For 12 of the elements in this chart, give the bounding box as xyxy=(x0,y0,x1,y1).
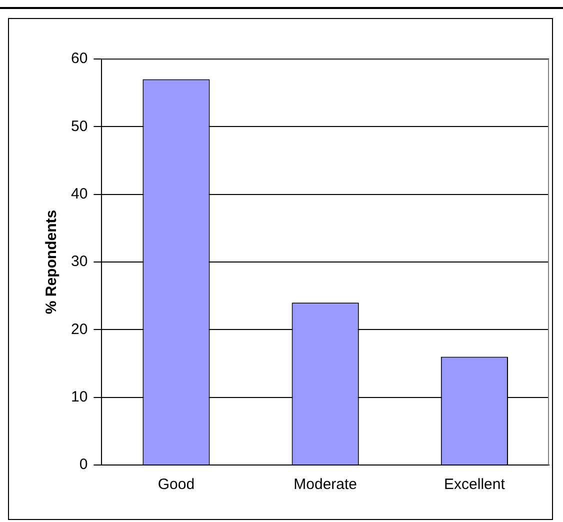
y-tick-label: 60 xyxy=(70,50,88,68)
y-tick-label: 30 xyxy=(70,253,88,270)
y-tick-label: 0 xyxy=(79,456,88,474)
y-tick-label: 50 xyxy=(70,118,88,135)
y-axis-title: % Repondents xyxy=(43,210,60,314)
x-tick-label: Excellent xyxy=(444,476,506,494)
y-tick-label: 40 xyxy=(70,185,88,202)
chart-frame: % Repondents Good Moderate Excellent 0 10 20 30 40 50 60 xyxy=(8,18,553,520)
x-tick-label: Good xyxy=(158,476,195,494)
y-tick-label: 10 xyxy=(70,388,88,406)
x-tick-label: Moderate xyxy=(294,476,358,494)
y-tick-label: 20 xyxy=(70,320,88,338)
